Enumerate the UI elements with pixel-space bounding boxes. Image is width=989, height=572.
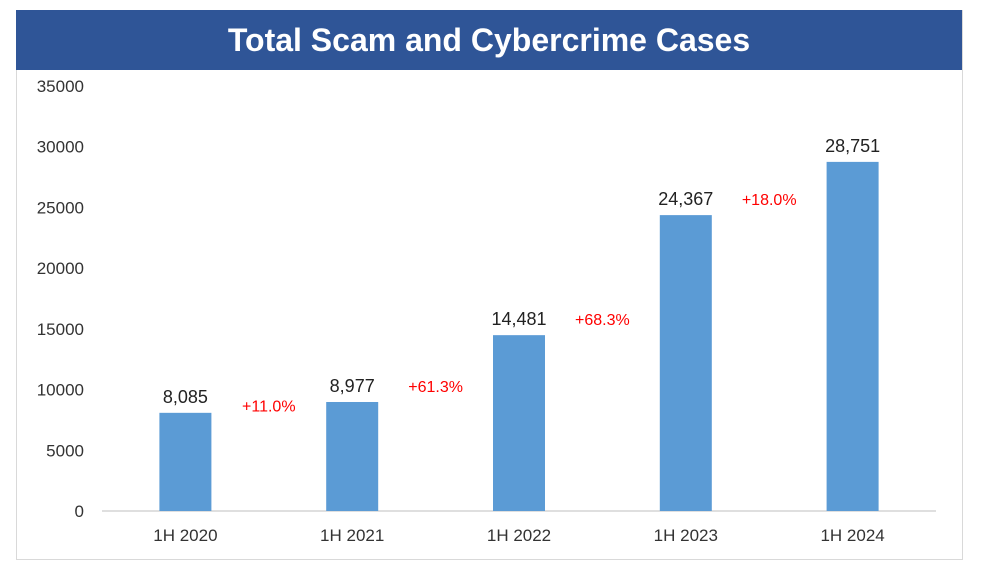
y-tick-label: 5000 [46,441,84,460]
y-tick-label: 15000 [37,320,84,339]
y-tick-label: 10000 [37,381,84,400]
x-tick-label: 1H 2023 [654,526,718,545]
growth-annotation: +61.3% [408,379,463,396]
bar-1h-2021 [326,401,379,511]
growth-annotation: +68.3% [575,312,630,329]
y-tick-label: 35000 [37,77,84,96]
data-label: 14,481 [491,309,546,329]
growth-annotation: +11.0% [242,398,296,415]
y-tick-label: 30000 [37,138,84,157]
data-label: 8,977 [330,376,375,396]
y-tick-label: 25000 [37,198,84,217]
data-label: 28,751 [825,136,880,156]
bar-1h-2020 [159,412,212,511]
data-label: 24,367 [658,189,713,209]
x-tick-label: 1H 2022 [487,526,551,545]
bar-1h-2024 [826,161,879,511]
chart-title: Total Scam and Cybercrime Cases [16,10,962,70]
y-tick-label: 0 [75,502,84,521]
data-label: 8,085 [163,387,208,407]
bar-1h-2023 [659,215,712,512]
growth-annotation: +18.0% [742,192,797,209]
x-tick-label: 1H 2024 [820,526,884,545]
y-tick-label: 20000 [37,259,84,278]
bar-1h-2022 [493,335,545,511]
x-tick-label: 1H 2020 [153,526,217,545]
x-tick-label: 1H 2021 [320,526,384,545]
